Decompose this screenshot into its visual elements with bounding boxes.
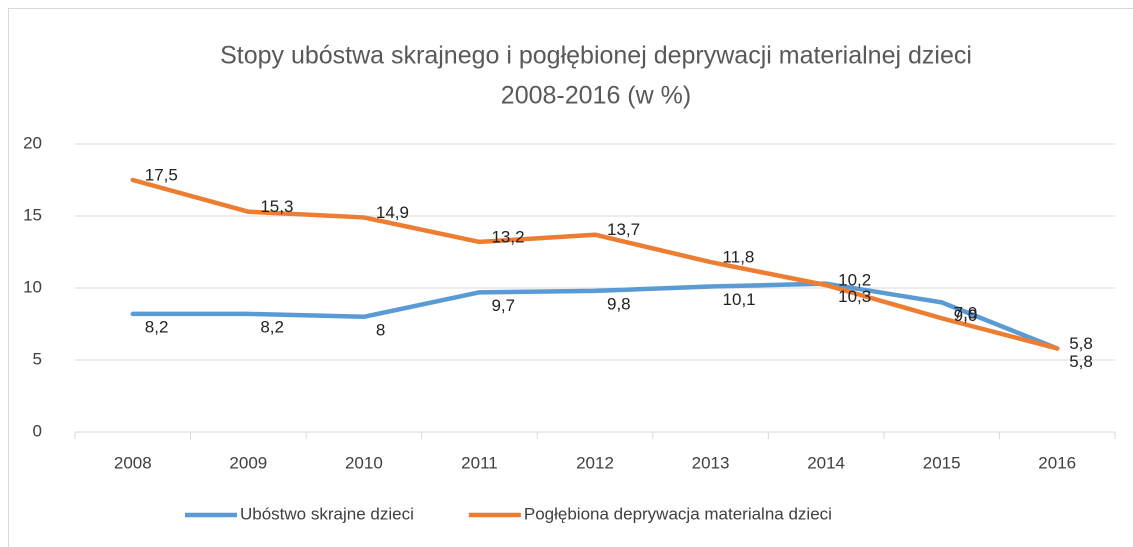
- data-label: 13,2: [491, 227, 524, 246]
- series-line: [130, 177, 1060, 351]
- y-tick-label: 20: [23, 133, 42, 152]
- data-label: 9,0: [954, 306, 978, 325]
- chart-title: 2008-2016 (w %): [501, 82, 691, 110]
- x-tick-label: 2011: [461, 453, 498, 472]
- data-label: 8,2: [145, 317, 169, 336]
- data-label: 8: [376, 320, 385, 339]
- data-label: 11,8: [723, 248, 755, 267]
- x-tick-label: 2016: [1038, 453, 1076, 472]
- x-tick-label: 2008: [114, 453, 152, 472]
- x-tick-label: 2015: [923, 453, 961, 472]
- data-label: 9,7: [491, 296, 515, 315]
- data-label: 14,9: [376, 203, 409, 222]
- chart-border: [8, 8, 1133, 547]
- data-label: 10,1: [723, 290, 756, 309]
- x-tick-label: 2013: [692, 453, 730, 472]
- x-tick-label: 2010: [345, 453, 383, 472]
- data-label: 5,8: [1069, 352, 1093, 371]
- y-tick-label: 5: [33, 349, 42, 368]
- data-label: 13,7: [607, 220, 640, 239]
- data-label: 7,9: [954, 304, 978, 323]
- data-label: 8,2: [260, 317, 284, 336]
- legend-label: Pogłębiona deprywacja materialna dzieci: [524, 504, 832, 523]
- data-label: 5,8: [1069, 334, 1093, 353]
- x-tick-label: 2012: [576, 453, 614, 472]
- data-label: 17,5: [145, 165, 178, 184]
- series-line: [130, 281, 1060, 351]
- data-label: 9,8: [607, 294, 631, 313]
- data-label: 15,3: [260, 197, 293, 216]
- chart-title: Stopy ubóstwa skrajnego i pogłębionej de…: [220, 42, 972, 70]
- legend-label: Ubóstwo skrajne dzieci: [240, 504, 414, 523]
- y-tick-label: 0: [33, 421, 42, 440]
- x-tick-label: 2009: [229, 453, 267, 472]
- x-tick-label: 2014: [807, 453, 845, 472]
- y-tick-label: 15: [23, 205, 42, 224]
- data-label: 10,3: [838, 287, 871, 306]
- y-tick-label: 10: [23, 277, 42, 296]
- data-label: 10,2: [838, 271, 871, 290]
